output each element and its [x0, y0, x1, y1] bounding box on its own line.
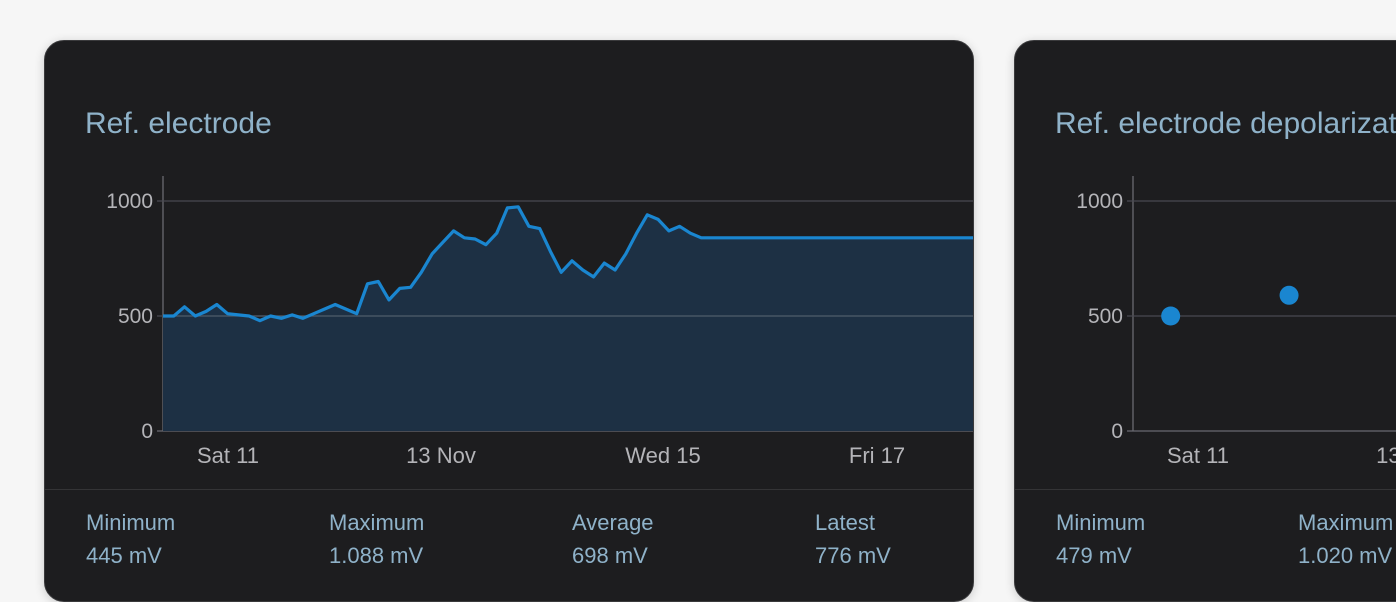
- series-line: [163, 205, 973, 323]
- stat-latest: Latest 776 mV: [815, 509, 891, 570]
- y-tick-label: 0: [141, 420, 153, 443]
- x-tick-label: Wed 15: [625, 443, 700, 468]
- data-point: [1161, 306, 1181, 326]
- stat-average: Average 698 mV: [572, 509, 654, 570]
- x-tick-label: 13 Nov: [406, 443, 476, 468]
- area-fill: [163, 206, 973, 431]
- y-tick-label: 500: [118, 305, 153, 328]
- stat-maximum: Maximum 1.088 mV: [329, 509, 424, 570]
- stat-label: Maximum: [329, 510, 425, 535]
- stat-label: Maximum: [1298, 510, 1394, 535]
- stat-label: Minimum: [86, 510, 176, 535]
- ref-electrode-depolarization-chart: 0 500 1000 Sat 11 13 Nov: [1076, 176, 1396, 468]
- stat-minimum: Minimum 445 mV: [86, 509, 175, 570]
- stat-label: Latest: [815, 510, 875, 535]
- x-tick-label: Sat 11: [1167, 443, 1229, 468]
- card-title: Ref. electrode depolarization: [1055, 107, 1396, 140]
- stat-label: Average: [572, 510, 654, 535]
- x-tick-label: 13 Nov: [1376, 443, 1396, 468]
- card-title: Ref. electrode: [85, 107, 272, 140]
- divider: [1015, 489, 1396, 490]
- ref-electrode-card: Ref. electrode 0 500 1000 Sat 11 13 Nov Wed 1…: [44, 40, 974, 602]
- stat-minimum: Minimum 479 mV: [1056, 509, 1145, 570]
- y-tick-label: 1000: [106, 190, 153, 213]
- y-tick-label: 0: [1111, 420, 1123, 443]
- data-point: [1279, 285, 1299, 305]
- stat-value: 1.088 mV: [329, 543, 424, 568]
- y-tick-label: 500: [1088, 305, 1123, 328]
- stat-value: 445 mV: [86, 543, 162, 568]
- x-tick-label: Sat 11: [197, 443, 259, 468]
- stat-value: 479 mV: [1056, 543, 1132, 568]
- ref-electrode-depolarization-card: Ref. electrode depolarization 0 500 1000 Sa…: [1014, 40, 1396, 602]
- divider: [45, 489, 973, 490]
- x-tick-label: Fri 17: [849, 443, 905, 468]
- stat-value: 1.020 mV: [1298, 543, 1393, 568]
- stat-label: Minimum: [1056, 510, 1146, 535]
- y-tick-label: 1000: [1076, 190, 1123, 213]
- stat-maximum: Maximum 1.020 mV: [1298, 509, 1393, 570]
- stat-value: 698 mV: [572, 543, 648, 568]
- stat-value: 776 mV: [815, 543, 891, 568]
- ref-electrode-chart: 0 500 1000 Sat 11 13 Nov Wed 15 Fri 17: [106, 176, 973, 468]
